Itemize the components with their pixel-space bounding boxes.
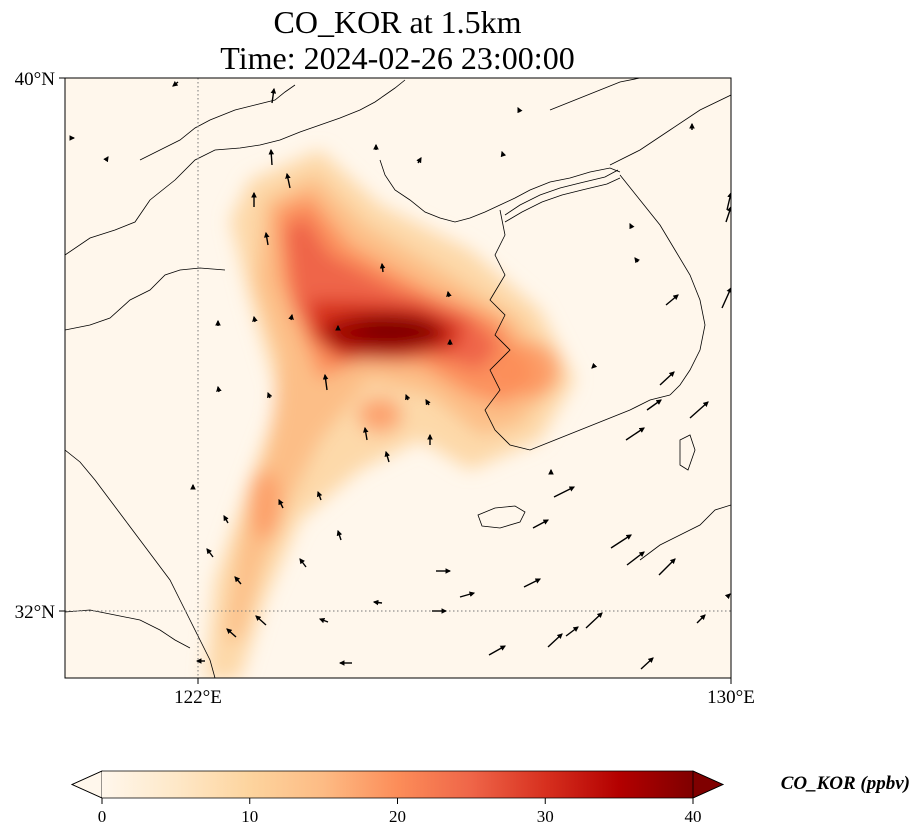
map-panel xyxy=(64,77,732,679)
wind-arrow xyxy=(626,551,645,566)
coastlines xyxy=(65,78,731,678)
wind-arrow xyxy=(270,87,277,104)
colorbar-tick-label: 40 xyxy=(685,807,702,826)
lon-label-130: 130°E xyxy=(707,687,755,708)
colorbar-ticks: 0 10 20 30 40 xyxy=(98,798,702,826)
wind-arrow xyxy=(362,426,369,441)
wind-arrow xyxy=(658,558,676,576)
coastline-korea-east xyxy=(619,174,706,396)
wind-arrow xyxy=(223,515,229,524)
coastline-korea-north xyxy=(549,78,731,166)
title-line-2: Time: 2024-02-26 23:00:00 xyxy=(220,40,575,76)
border-korea xyxy=(504,169,621,223)
concentration-field xyxy=(205,150,575,678)
wind-arrow xyxy=(634,257,640,264)
wind-arrow xyxy=(336,529,343,541)
plume-patch-southwest xyxy=(249,470,281,540)
coastline-jeju xyxy=(477,505,526,529)
wind-arrow xyxy=(721,286,731,309)
wind-arrow xyxy=(659,371,675,386)
wind-arrow xyxy=(405,393,411,401)
wind-arrow xyxy=(372,599,383,606)
wind-arrow xyxy=(267,391,273,399)
colorbar-tick-label: 10 xyxy=(241,807,258,826)
colorbar-tick-label: 30 xyxy=(537,807,554,826)
wind-arrow xyxy=(646,399,662,411)
map-title: CO_KOR at 1.5km Time: 2024-02-26 23:00:0… xyxy=(0,4,795,76)
title-line-1: CO_KOR at 1.5km xyxy=(273,4,522,40)
lat-label-40: 40°N xyxy=(15,69,56,90)
wind-arrow xyxy=(216,385,222,393)
wind-arrow xyxy=(288,313,294,321)
wind-arrow xyxy=(299,558,307,568)
wind-vectors xyxy=(69,81,731,670)
axis-ticks xyxy=(59,77,732,684)
colorbar-extend-right xyxy=(692,770,724,799)
coastline-kyushu xyxy=(639,504,731,561)
wind-arrow xyxy=(640,657,654,670)
wind-arrow xyxy=(103,156,109,163)
lon-label-122: 122°E xyxy=(174,687,222,708)
colorbar-tick-label: 0 xyxy=(98,807,107,826)
wind-arrow xyxy=(459,591,476,598)
wind-arrow xyxy=(696,614,706,624)
wind-arrow xyxy=(523,578,542,588)
coastline-yangtze xyxy=(65,609,191,649)
wind-arrow xyxy=(379,262,386,273)
coastline-shandong xyxy=(65,267,226,331)
coastline-liaodong xyxy=(65,79,406,256)
wind-arrow xyxy=(532,519,549,529)
wind-arrow xyxy=(252,315,258,323)
wind-arrow xyxy=(565,626,579,637)
wind-arrow xyxy=(322,373,329,391)
plume-patch-korea xyxy=(500,342,560,398)
plume-core-inner xyxy=(357,318,433,342)
colorbar-tick-label: 20 xyxy=(389,807,406,826)
wind-arrow xyxy=(585,612,603,629)
wind-arrow xyxy=(665,294,679,306)
wind-arrow xyxy=(446,290,452,298)
coastline-tsushima xyxy=(679,434,696,471)
wind-arrow xyxy=(226,628,237,638)
colorbar-extend-left xyxy=(71,770,103,799)
wind-arrow xyxy=(268,148,275,166)
colorbar-title: CO_KOR (ppbv) xyxy=(781,773,910,794)
wind-arrow xyxy=(263,231,270,246)
wind-arrow xyxy=(234,576,242,585)
wind-arrow xyxy=(553,486,576,498)
coastline-china-east xyxy=(65,449,216,678)
wind-arrow xyxy=(255,615,267,626)
wind-arrow xyxy=(318,617,329,624)
lat-label-32: 32°N xyxy=(15,602,56,623)
map-frame xyxy=(64,77,732,679)
wind-arrow xyxy=(725,205,731,223)
wind-arrow xyxy=(724,593,731,600)
plume-patch-south xyxy=(358,397,402,433)
coastline-liaodong-pen xyxy=(379,159,621,223)
wind-arrow xyxy=(384,450,390,463)
colorbar: 0 10 20 30 40 CO_KOR (ppbv) xyxy=(71,770,910,826)
wind-arrow xyxy=(488,645,506,656)
wind-arrow xyxy=(285,172,291,189)
wind-arrow xyxy=(629,222,635,230)
colorbar-bar xyxy=(102,771,693,798)
wind-arrow xyxy=(591,362,598,369)
wind-arrow xyxy=(172,81,179,87)
wind-arrow xyxy=(316,490,323,501)
coastline-korea-west xyxy=(484,209,671,451)
wind-arrow xyxy=(500,150,507,158)
wind-arrow xyxy=(206,548,214,558)
wind-arrow xyxy=(625,427,645,441)
wind-arrow xyxy=(610,534,632,549)
wind-arrow xyxy=(416,157,422,164)
gridlines xyxy=(65,78,731,678)
wind-arrow xyxy=(689,401,709,419)
coastline-bohai-north xyxy=(139,84,296,161)
wind-arrow xyxy=(517,106,523,114)
wind-arrow xyxy=(547,633,563,648)
wind-arrow xyxy=(425,399,431,406)
wind-arrow xyxy=(278,498,284,509)
